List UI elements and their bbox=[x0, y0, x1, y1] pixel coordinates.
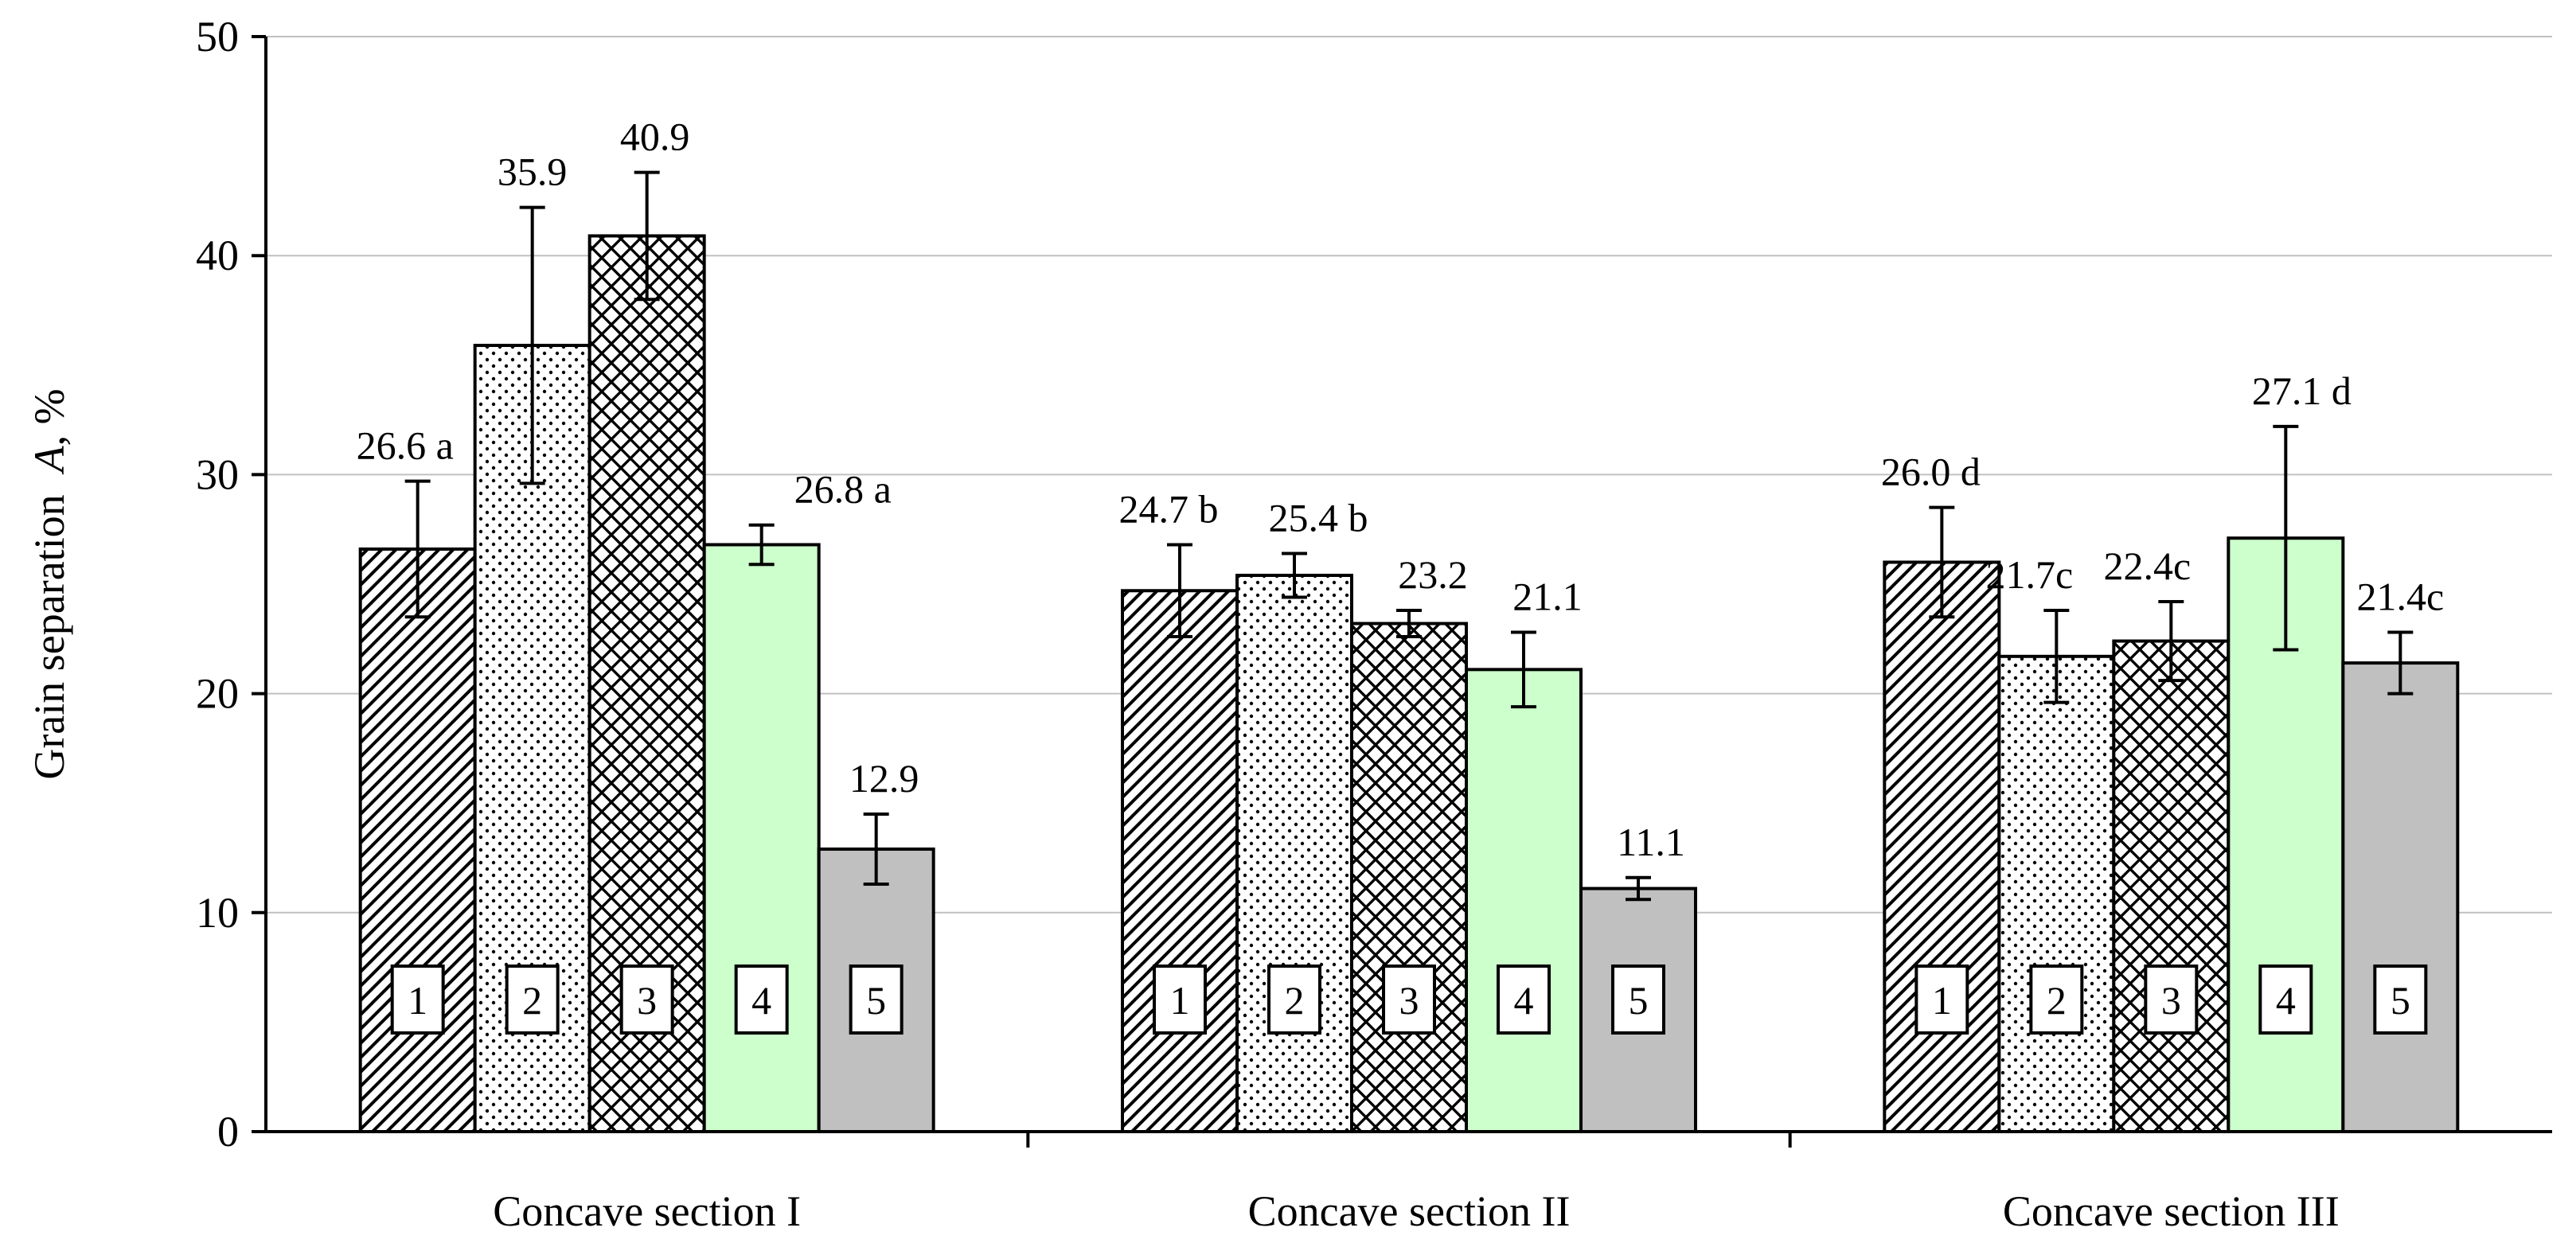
bar-series-4-cat-2 bbox=[1465, 668, 1583, 1133]
y-axis-title-symbol: A bbox=[25, 445, 73, 474]
x-ticks bbox=[1026, 1132, 1792, 1148]
series-number-box bbox=[1914, 965, 1969, 1035]
data-label: 21.4c bbox=[2356, 575, 2444, 619]
bar-series-1-cat-1 bbox=[358, 547, 477, 1133]
y-tick-label: 40 bbox=[196, 232, 239, 279]
data-label: 35.9 bbox=[498, 150, 568, 194]
series-number-label: 1 bbox=[1170, 978, 1190, 1023]
series-number-box bbox=[390, 965, 445, 1035]
series-number-label: 3 bbox=[2161, 978, 2181, 1023]
series-number-box bbox=[2373, 965, 2428, 1035]
y-tick-label: 50 bbox=[196, 13, 239, 60]
data-label: 26.6 a bbox=[357, 423, 454, 468]
bar-series-2-cat-3 bbox=[1997, 654, 2116, 1133]
data-label: 26.0 d bbox=[1881, 450, 1981, 494]
series-number-box bbox=[2029, 965, 2084, 1035]
series-number-box bbox=[505, 965, 560, 1035]
bar-series-1-cat-2 bbox=[1121, 589, 1239, 1133]
series-number-label: 5 bbox=[866, 978, 886, 1023]
y-tick-label: 20 bbox=[196, 670, 239, 718]
bar-series-5-cat-3 bbox=[2341, 661, 2460, 1133]
series-number-box bbox=[2258, 965, 2313, 1035]
data-label: 23.2 bbox=[1398, 552, 1468, 597]
series-number-label: 2 bbox=[522, 978, 542, 1023]
data-label: 21.7c bbox=[1985, 552, 2073, 597]
y-tick-label: 0 bbox=[217, 1108, 239, 1156]
data-label: 27.1 d bbox=[2252, 368, 2352, 413]
series-number-box bbox=[849, 965, 904, 1035]
data-label: 12.9 bbox=[849, 756, 919, 801]
y-tick-label: 10 bbox=[196, 889, 239, 937]
data-label: 11.1 bbox=[1617, 820, 1685, 864]
series-number-box bbox=[619, 965, 674, 1035]
data-label: 22.4c bbox=[2103, 544, 2191, 588]
series-number-box bbox=[1153, 965, 1207, 1035]
category-label: Concave section I bbox=[493, 1187, 801, 1235]
bar-series-2-cat-2 bbox=[1235, 573, 1353, 1133]
series-number-box bbox=[1267, 965, 1321, 1035]
series-number-label: 3 bbox=[637, 978, 657, 1023]
y-ticks: 0 10 20 30 40 50 bbox=[196, 13, 266, 1156]
series-number-label: 2 bbox=[1285, 978, 1305, 1023]
series-number-label: 4 bbox=[1514, 978, 1534, 1023]
y-axis-title-unit: , % bbox=[25, 388, 73, 446]
series-number-label: 1 bbox=[408, 978, 427, 1023]
series-number-label: 5 bbox=[2391, 978, 2410, 1023]
series-number-box bbox=[1497, 965, 1551, 1035]
series-number-label: 5 bbox=[1629, 978, 1649, 1023]
bar-number-boxes: 1 2 3 4 5 1 2 3 4 5 1 2 3 4 5 bbox=[390, 965, 2428, 1035]
category-labels: Concave section I Concave section II Conca… bbox=[493, 1187, 2340, 1235]
series-number-label: 3 bbox=[1399, 978, 1419, 1023]
error-bars bbox=[404, 170, 2414, 902]
series-number-box bbox=[1382, 965, 1436, 1035]
data-labels: 26.6 a 35.9 40.9 26.8 a 12.9 24.7 b 25.4 b 23.2… bbox=[357, 115, 2445, 864]
axes bbox=[264, 37, 2552, 1133]
y-axis-title-text: Grain separation bbox=[25, 494, 73, 779]
bar-series-3-cat-3 bbox=[2112, 639, 2231, 1133]
y-axis-title: Grain separation A, % bbox=[25, 388, 73, 779]
data-label: 40.9 bbox=[620, 115, 690, 159]
series-number-label: 1 bbox=[1932, 978, 1952, 1023]
y-tick-label: 30 bbox=[196, 450, 239, 498]
series-number-label: 4 bbox=[2276, 978, 2296, 1023]
series-number-box bbox=[1611, 965, 1665, 1035]
series-number-box bbox=[2144, 965, 2199, 1035]
series-number-label: 4 bbox=[751, 978, 771, 1023]
series-number-label: 2 bbox=[2047, 978, 2067, 1023]
category-label: Concave section II bbox=[1248, 1187, 1571, 1235]
svg-text:Grain separationA, %: Grain separation A, % bbox=[25, 388, 73, 779]
series-number-box bbox=[734, 965, 789, 1035]
data-label: 24.7 b bbox=[1119, 486, 1219, 531]
category-label: Concave section III bbox=[2003, 1187, 2340, 1235]
data-label: 26.8 a bbox=[794, 467, 892, 512]
data-label: 21.1 bbox=[1512, 575, 1583, 619]
bar-series-1-cat-3 bbox=[1883, 560, 2001, 1133]
data-label: 25.4 b bbox=[1269, 495, 1368, 540]
bar-series-3-cat-2 bbox=[1350, 622, 1468, 1133]
bar-series-4-cat-1 bbox=[702, 543, 821, 1133]
